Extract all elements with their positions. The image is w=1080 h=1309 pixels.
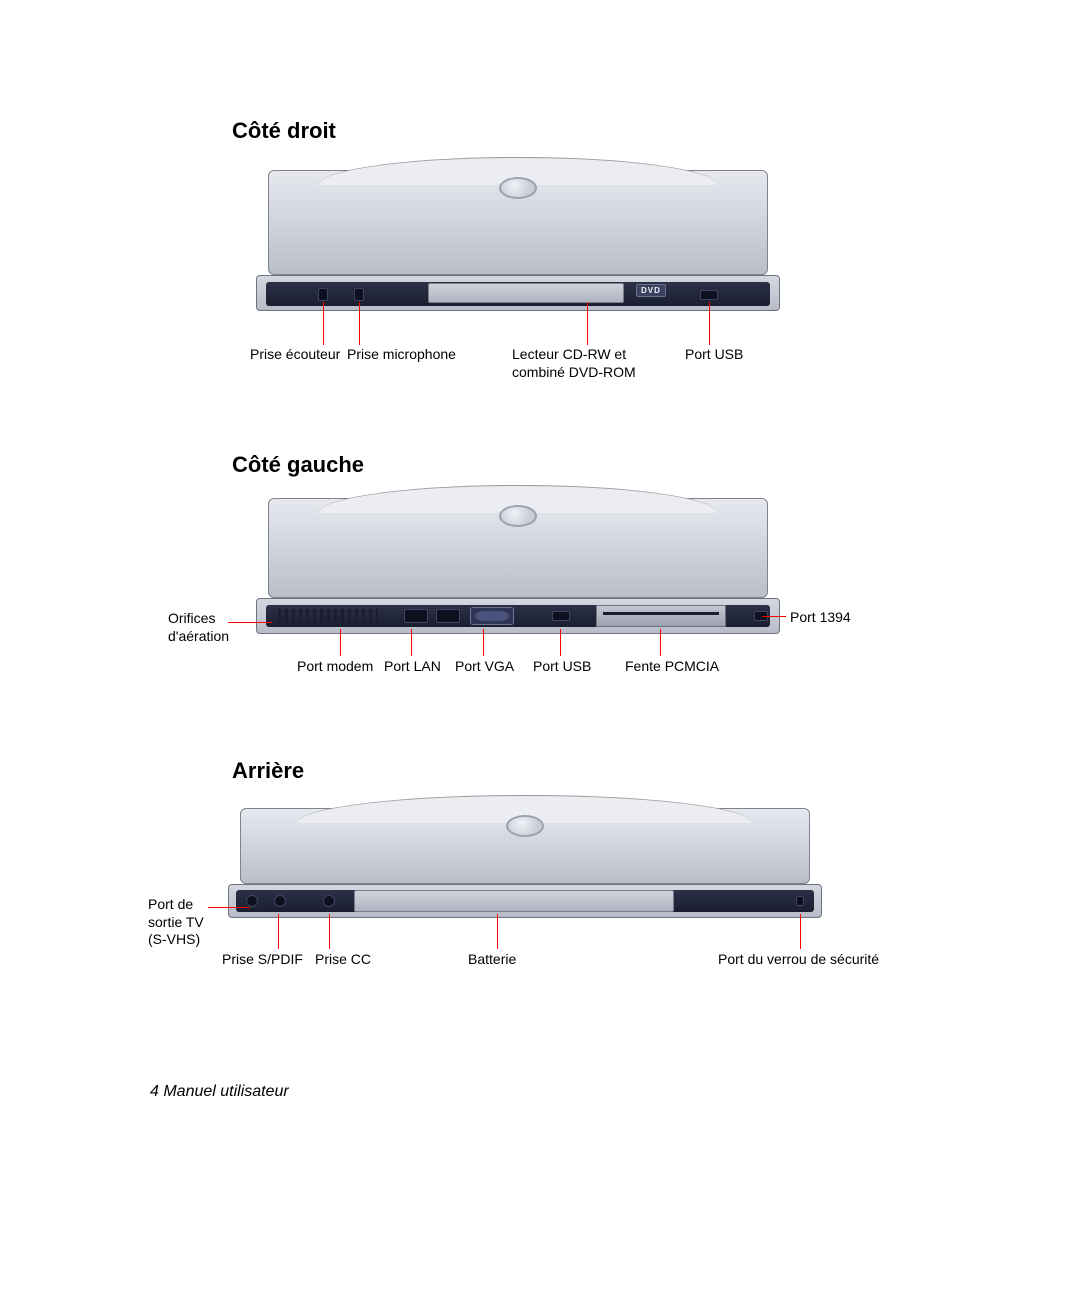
laptop-lid [240, 808, 810, 884]
label-lecteur: Lecteur CD-RW etcombiné DVD-ROM [512, 346, 636, 381]
dc-port [323, 895, 335, 907]
label-microphone: Prise microphone [347, 346, 456, 364]
air-vents [278, 609, 378, 623]
spdif-port [274, 895, 286, 907]
tv-out-port [246, 895, 258, 907]
usb-port [700, 290, 718, 300]
leader-spdif [278, 914, 279, 949]
leader-batterie [497, 914, 498, 949]
label-spdif: Prise S/PDIF [222, 951, 303, 969]
optical-drive [428, 283, 624, 303]
label-vga: Port VGA [455, 658, 514, 676]
leader-verrou [800, 914, 801, 949]
leader-vga [483, 629, 484, 656]
leader-cc [329, 914, 330, 949]
label-verrou: Port du verrou de sécurité [718, 951, 879, 969]
label-modem: Port modem [297, 658, 373, 676]
leader-pcmcia [660, 629, 661, 656]
vga-port [470, 607, 514, 625]
label-pcmcia: Fente PCMCIA [625, 658, 719, 676]
label-orifices: Orificesd'aération [168, 610, 229, 645]
label-ecouteur: Prise écouteur [250, 346, 340, 364]
leader-microphone [359, 302, 360, 345]
label-lan: Port LAN [384, 658, 441, 676]
ecouteur-jack [318, 288, 328, 301]
usb-port [552, 611, 570, 621]
leader-lan [411, 629, 412, 656]
heading-arriere: Arrière [232, 758, 304, 784]
lid-edge [319, 157, 717, 185]
heading-droit: Côté droit [232, 118, 336, 144]
label-batterie: Batterie [468, 951, 516, 969]
leader-usb-left [560, 629, 561, 656]
microphone-jack [354, 288, 364, 301]
leader-orifices [228, 622, 272, 623]
leader-ecouteur [323, 302, 324, 345]
label-p1394: Port 1394 [790, 609, 851, 627]
leader-p1394 [762, 616, 786, 617]
page-footer: 4 Manuel utilisateur [150, 1083, 289, 1101]
modem-port [404, 609, 428, 623]
label-usb-left: Port USB [533, 658, 591, 676]
lid-edge [298, 795, 752, 823]
leader-usb [709, 302, 710, 345]
heading-gauche: Côté gauche [232, 452, 364, 478]
battery-bay [354, 890, 674, 912]
leader-tvout [208, 907, 250, 908]
leader-lecteur [587, 302, 588, 345]
leader-modem [340, 629, 341, 656]
pcmcia-slot [596, 605, 726, 627]
lan-port [436, 609, 460, 623]
laptop-lid [268, 170, 768, 275]
dvd-logo: DVD [636, 284, 666, 297]
label-tvout: Port desortie TV(S-VHS) [148, 896, 204, 949]
label-cc: Prise CC [315, 951, 371, 969]
laptop-lid [268, 498, 768, 598]
lid-edge [319, 485, 717, 513]
security-slot [796, 896, 804, 906]
label-usb: Port USB [685, 346, 743, 364]
